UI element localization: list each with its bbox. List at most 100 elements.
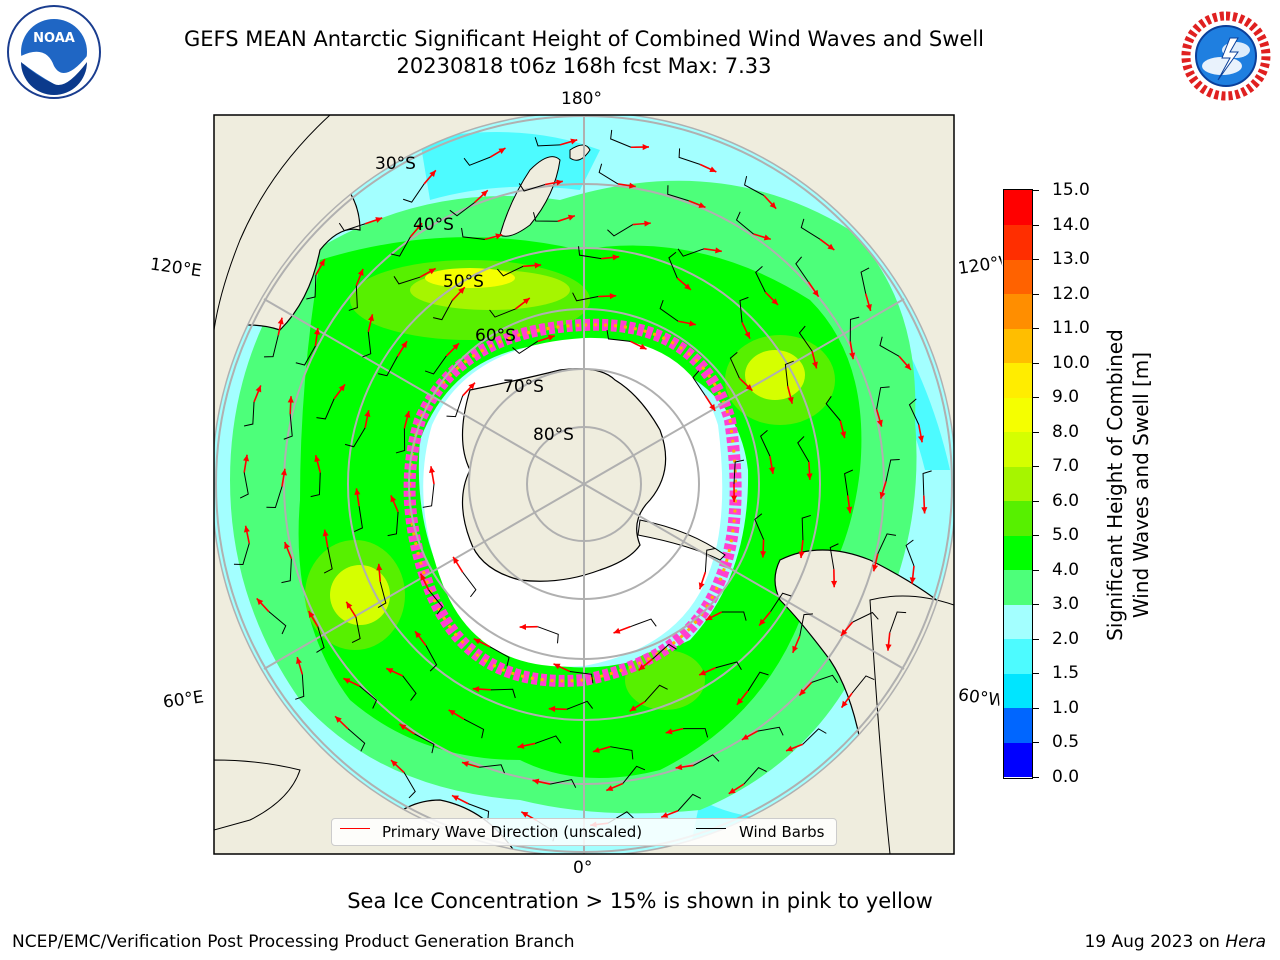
colorbar-segment: [1004, 431, 1032, 467]
wave-arrow-head: [461, 761, 469, 767]
colorbar-tick: [1033, 742, 1039, 744]
wave-arrow-head: [481, 190, 488, 197]
wind-barb: [578, 246, 602, 260]
wave-arrow-head: [570, 138, 578, 145]
colorbar-tick-label: 0.0: [1052, 767, 1080, 787]
wave-arrow-head: [498, 148, 506, 154]
wind-barb: [310, 472, 321, 498]
wave-arrow-head: [458, 287, 465, 294]
wind-barb: [811, 674, 839, 684]
wave-arrow-head: [846, 506, 853, 514]
wave-arrow-head: [338, 384, 345, 392]
wind-barb: [467, 803, 490, 821]
wave-arrow-head: [841, 700, 848, 708]
wind-barb: [424, 355, 447, 375]
wind-barb: [607, 224, 634, 237]
wave-arrow-head: [771, 298, 779, 305]
wind-barb: [428, 589, 444, 615]
wave-arrow-head: [705, 614, 713, 621]
wind-barb: [344, 427, 366, 448]
colorbar-title-line1: Significant Height of Combined: [1103, 329, 1127, 641]
wind-barb: [395, 428, 406, 454]
sea-ice-edge: [403, 318, 742, 687]
wind-barb: [347, 728, 366, 752]
wave-arrow-head: [308, 611, 315, 619]
wave-arrow-head: [495, 233, 503, 240]
wave-arrow-head: [519, 623, 527, 630]
wave-arrow-head: [401, 341, 408, 349]
wave-arrow-head: [473, 638, 481, 645]
wind-barb: [795, 256, 809, 283]
wave-arrow-head: [346, 601, 353, 609]
wave-arrow-head: [638, 664, 646, 671]
colorbar-tick: [1033, 673, 1039, 675]
wave-arrow-head: [448, 709, 456, 716]
colorbar-segment: [1004, 397, 1032, 433]
colorbar-tick: [1033, 638, 1039, 640]
wave-arrow-head: [553, 663, 561, 670]
wind-barb: [829, 543, 839, 570]
colorbar-tick-label: 4.0: [1052, 559, 1080, 580]
footer-date-text: 19 Aug 2023 on: [1084, 932, 1226, 952]
colorbar-segment: [1004, 569, 1032, 605]
wind-barb: [885, 459, 900, 482]
colorbar-tick: [1033, 777, 1039, 778]
wave-arrow-head: [745, 384, 753, 391]
wave-arrow-head: [675, 764, 683, 771]
wind-barb: [535, 735, 562, 744]
colorbar-tick-label: 12.0: [1052, 283, 1090, 304]
wave-arrow-head: [428, 466, 435, 473]
colorbar-tick-label: 2.0: [1052, 628, 1080, 649]
wind-barb: [908, 398, 920, 425]
wind-barb: [489, 308, 516, 318]
wind-barb: [353, 506, 363, 533]
colorbar-tick-label: 1.5: [1052, 663, 1080, 684]
wave-arrow-head: [287, 396, 294, 403]
new-zealand: [499, 156, 561, 237]
wind-barb: [378, 356, 398, 377]
wind-barb: [295, 345, 316, 366]
chart-subtitle: 20230818 t06z 168h fcst Max: 7.33: [396, 54, 772, 78]
wave-arrow-head: [665, 728, 673, 735]
wave-arrow-head: [314, 455, 321, 463]
wave-arrow-head: [256, 598, 264, 606]
lat-label-80s: 80°S: [533, 425, 574, 445]
wind-barb: [316, 398, 335, 420]
wind-barb: [747, 671, 769, 692]
wind-barb: [677, 248, 705, 257]
wind-barb: [610, 129, 632, 148]
wave-arrow-head: [661, 812, 669, 818]
wave-arrow-head: [639, 343, 647, 350]
wind-barb: [239, 472, 249, 499]
wind-barb: [799, 613, 813, 637]
wave-arrow-head: [517, 742, 525, 749]
wave-arrow-head: [786, 745, 794, 752]
wave-arrow-head: [548, 705, 556, 712]
colorbar-tick: [1033, 293, 1039, 295]
wave-arrow-head: [451, 795, 459, 802]
wave-arrow-head: [375, 217, 383, 223]
colorbar-segment: [1004, 190, 1032, 226]
wind-barb: [537, 626, 559, 644]
wave-arrow-head: [284, 541, 290, 549]
lat-label-60s: 60°S: [475, 326, 516, 346]
colorbar-tick: [1033, 224, 1039, 226]
legend-barb-label: Wind Barbs: [739, 823, 825, 841]
wind-barb: [879, 336, 900, 357]
wind-barb: [683, 728, 709, 738]
wave-arrow-head: [453, 556, 460, 564]
wind-barb: [760, 429, 771, 457]
wave-arrow-head: [390, 495, 397, 503]
colorbar-segment: [1004, 604, 1032, 640]
wave-arrow-head: [831, 580, 838, 588]
wind-barb: [569, 670, 594, 684]
footer-credit: NCEP/EMC/Verification Post Processing Pr…: [12, 932, 575, 952]
wave-arrow-head: [741, 734, 749, 740]
wave-arrow-head: [612, 254, 620, 261]
wave-arrow-head: [277, 317, 284, 325]
wind-barb: [802, 728, 827, 745]
wind-barb: [797, 436, 810, 463]
colorbar-tick-label: 8.0: [1052, 421, 1080, 442]
colorbar-tick: [1033, 604, 1039, 606]
wind-barb: [659, 299, 679, 322]
